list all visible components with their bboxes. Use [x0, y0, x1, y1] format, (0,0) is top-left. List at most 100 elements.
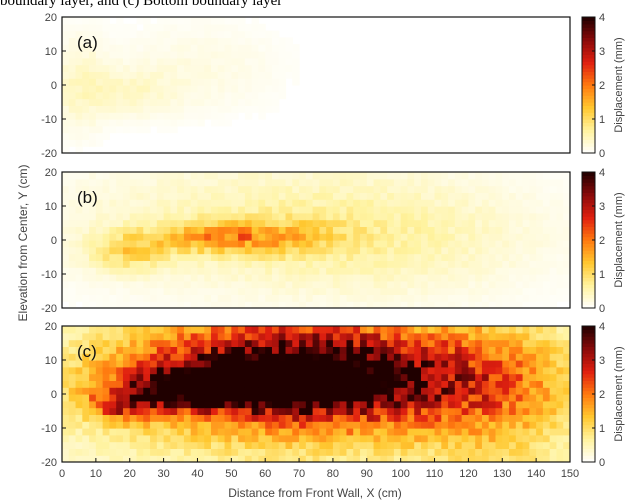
- heatmap-cell: [522, 260, 530, 268]
- heatmap-cell: [346, 428, 354, 436]
- heatmap-cell: [278, 400, 287, 409]
- heatmap-cell: [217, 178, 226, 187]
- heatmap-cell: [549, 326, 558, 334]
- heatmap-cell: [129, 212, 138, 221]
- heatmap-cell: [204, 37, 212, 45]
- heatmap-cell: [271, 246, 280, 255]
- colorbar-strip: [582, 64, 595, 69]
- colorbar-strip: [582, 233, 595, 238]
- heatmap-cell: [563, 287, 570, 295]
- heatmap-cell: [380, 394, 388, 402]
- heatmap-cell: [522, 294, 530, 302]
- heatmap-cell: [68, 428, 77, 436]
- heatmap-cell: [244, 44, 253, 52]
- heatmap-cell: [89, 360, 97, 368]
- x-tick-label: 10: [90, 468, 102, 480]
- heatmap-cell: [407, 373, 415, 381]
- heatmap-cell: [102, 37, 111, 45]
- heatmap-cell: [509, 380, 517, 388]
- heatmap-cell: [163, 346, 171, 354]
- colorbar-strip: [582, 343, 595, 347]
- heatmap-cell: [150, 326, 158, 334]
- heatmap-cell: [62, 428, 70, 436]
- heatmap-cell: [387, 233, 395, 241]
- heatmap-cell: [129, 23, 138, 32]
- heatmap-cell: [122, 332, 131, 341]
- heatmap-cell: [75, 139, 83, 147]
- heatmap-cell: [407, 280, 415, 289]
- heatmap-cell: [224, 407, 232, 415]
- heatmap-cell: [68, 64, 77, 72]
- heatmap-cell: [339, 301, 348, 308]
- heatmap-cell: [177, 64, 185, 72]
- heatmap-cell: [68, 105, 77, 113]
- heatmap-cell: [177, 455, 185, 462]
- heatmap-cell: [312, 172, 320, 180]
- heatmap-cell: [312, 455, 320, 462]
- heatmap-cell: [434, 400, 442, 409]
- heatmap-cell: [502, 253, 510, 261]
- heatmap-cell: [299, 206, 307, 214]
- heatmap-cell: [177, 339, 185, 347]
- heatmap-cell: [529, 280, 537, 289]
- heatmap-cell: [373, 267, 381, 275]
- heatmap-cell: [68, 57, 77, 66]
- heatmap-cell: [95, 233, 104, 241]
- heatmap-cell: [143, 185, 151, 193]
- heatmap-cell: [481, 414, 490, 422]
- heatmap-cell: [332, 246, 341, 255]
- heatmap-cell: [143, 353, 151, 361]
- heatmap-cell: [475, 199, 483, 207]
- heatmap-cell: [224, 23, 232, 32]
- heatmap-cell: [468, 414, 476, 422]
- heatmap-cell: [339, 380, 348, 388]
- heatmap-cell: [366, 434, 375, 443]
- heatmap-cell: [563, 267, 570, 275]
- heatmap-cell: [156, 280, 165, 289]
- heatmap-cell: [529, 206, 537, 214]
- heatmap-cell: [197, 30, 205, 38]
- heatmap-cell: [143, 226, 151, 234]
- heatmap-cell: [156, 287, 165, 295]
- heatmap-cell: [353, 267, 361, 275]
- heatmap-cell: [400, 339, 409, 347]
- heatmap-cell: [400, 326, 409, 334]
- heatmap-cell: [529, 172, 537, 180]
- heatmap-cell: [414, 428, 422, 436]
- heatmap-cell: [549, 301, 558, 308]
- heatmap-cell: [177, 23, 185, 32]
- heatmap-cell: [136, 51, 144, 59]
- heatmap-cell: [366, 192, 375, 200]
- heatmap-cell: [75, 112, 83, 120]
- heatmap-cell: [515, 366, 524, 375]
- heatmap-cell: [190, 346, 199, 354]
- heatmap-cell: [353, 219, 361, 227]
- colorbar-strip: [582, 91, 595, 96]
- heatmap-cell: [177, 353, 185, 361]
- heatmap-cell: [407, 260, 415, 268]
- colorbar-strip: [582, 132, 595, 137]
- heatmap-cell: [319, 387, 327, 395]
- heatmap-cell: [319, 172, 327, 180]
- heatmap-cell: [353, 280, 361, 289]
- heatmap-cell: [366, 455, 375, 462]
- heatmap-cell: [468, 421, 476, 429]
- heatmap-cell: [339, 253, 348, 261]
- heatmap-cell: [136, 353, 144, 361]
- heatmap-cell: [326, 428, 334, 436]
- colorbar-strip: [582, 404, 595, 409]
- heatmap-cell: [563, 206, 570, 214]
- heatmap-cell: [481, 301, 490, 308]
- heatmap-cell: [542, 353, 551, 361]
- heatmap-cell: [251, 387, 260, 395]
- heatmap-cell: [495, 414, 503, 422]
- heatmap-cell: [292, 267, 300, 275]
- heatmap-cell: [62, 400, 70, 409]
- heatmap-cell: [556, 267, 564, 275]
- heatmap-cell: [204, 246, 212, 255]
- heatmap-cell: [156, 373, 165, 381]
- colorbar-strip: [582, 257, 595, 261]
- heatmap-cell: [197, 98, 205, 106]
- heatmap-cell: [136, 91, 144, 100]
- heatmap-cell: [339, 394, 348, 402]
